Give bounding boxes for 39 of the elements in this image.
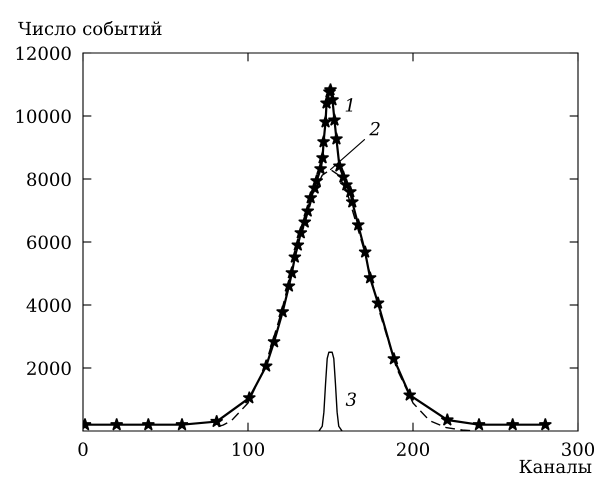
point	[344, 184, 357, 198]
y-tick-label: 12000	[16, 46, 71, 60]
point	[330, 132, 344, 145]
point	[142, 418, 155, 430]
point	[358, 245, 372, 258]
annotation: 1	[346, 98, 352, 112]
point	[210, 414, 224, 428]
y-axis-title: Число событий	[18, 20, 162, 36]
annotation: 2	[369, 122, 380, 136]
point	[506, 418, 520, 430]
point	[310, 174, 324, 187]
point	[318, 115, 332, 128]
x-tick-label: 100	[232, 442, 264, 456]
x-axis-title: Каналы	[520, 460, 592, 474]
x-tick-label: 300	[562, 442, 594, 456]
point	[285, 266, 299, 279]
y-tick-label: 10000	[16, 109, 71, 124]
y-tick-label: 6000	[27, 235, 71, 250]
annotation: 3	[346, 392, 356, 406]
point	[324, 82, 338, 96]
point	[403, 388, 416, 401]
y-tick-label: 8000	[27, 172, 71, 186]
point	[472, 418, 486, 430]
point	[316, 134, 330, 148]
point	[328, 113, 342, 126]
y-tick-label: 2000	[27, 361, 71, 376]
point	[288, 250, 302, 263]
y-tick-label: 4000	[26, 298, 71, 312]
point	[175, 418, 189, 430]
point	[301, 204, 314, 217]
point	[440, 413, 454, 426]
point	[242, 390, 256, 404]
point	[316, 150, 330, 164]
point	[538, 418, 552, 430]
point	[314, 162, 328, 175]
x-tick-label: 200	[396, 442, 430, 456]
point	[298, 215, 312, 228]
x-tick-label: 0	[78, 442, 88, 456]
point	[110, 418, 124, 430]
